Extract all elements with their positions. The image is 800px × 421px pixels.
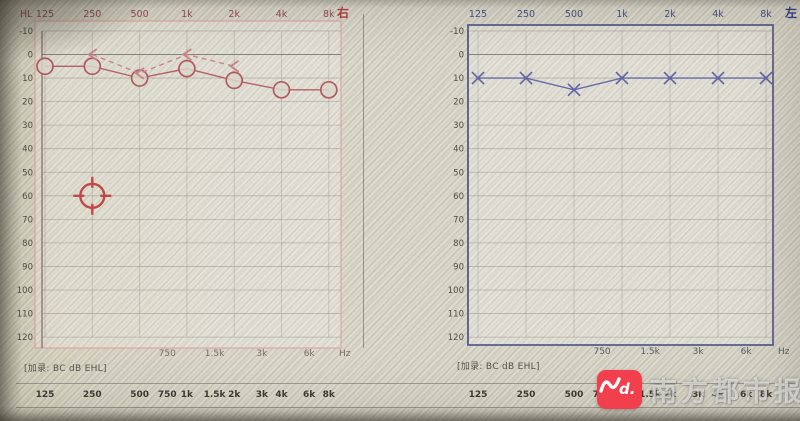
svg-text:60: 60 [453,192,464,202]
svg-text:250: 250 [83,9,101,20]
series-air-conduction-left [471,71,773,97]
svg-text:3k: 3k [256,349,268,359]
svg-text:1.5k: 1.5k [205,349,225,359]
svg-text:250: 250 [517,390,536,400]
bottom-frequency-labels: 750 1.5k 3k 6k [593,347,752,357]
svg-text:2k: 2k [664,390,677,400]
svg-text:80: 80 [453,239,464,249]
svg-text:70: 70 [453,215,464,225]
svg-text:90: 90 [22,262,33,272]
svg-text:125: 125 [36,390,55,400]
x-unit-label: Hz [339,349,351,359]
svg-text:4k: 4k [276,9,288,20]
svg-text:1k: 1k [181,390,194,400]
svg-text:500: 500 [131,9,149,20]
svg-text:3k: 3k [693,347,705,357]
svg-text:110: 110 [448,310,464,320]
chart-left-ear: -10 0 10 20 30 40 50 60 70 80 90 100 110 120 125 250 500… [448,5,797,357]
svg-text:1k: 1k [181,9,193,20]
svg-text:8k: 8k [323,9,335,20]
svg-text:6k: 6k [304,349,316,359]
svg-text:3k: 3k [692,390,705,400]
y-axis-labels: -10 0 10 20 30 40 50 60 70 80 90 100 110 120 [448,27,464,343]
svg-text:100: 100 [17,286,33,296]
svg-text:2k: 2k [664,9,676,20]
svg-text:1k: 1k [616,9,628,20]
svg-text:0: 0 [28,51,33,61]
svg-text:6k: 6k [740,390,753,400]
svg-text:4k: 4k [712,9,724,20]
svg-text:8k: 8k [760,390,773,400]
x-unit-label: Hz [778,347,790,357]
svg-text:500: 500 [130,390,149,400]
svg-text:90: 90 [453,262,464,272]
svg-text:120: 120 [448,333,464,343]
svg-text:70: 70 [22,215,33,225]
svg-text:1.5k: 1.5k [639,390,662,400]
watermark-brand-text: 南方都市报 [650,377,800,408]
svg-text:125: 125 [469,390,488,400]
svg-text:50: 50 [22,168,33,178]
svg-text:125: 125 [469,9,487,20]
svg-text:0: 0 [459,51,464,61]
logo-tail-text: d. [619,380,635,398]
svg-text:2k: 2k [228,390,241,400]
ear-label-left-ear: 左 [784,5,797,20]
caption-left-ear: [加录: BC dB EHL] [457,362,540,372]
svg-text:40: 40 [22,145,33,155]
svg-text:8k: 8k [760,9,772,20]
svg-text:120: 120 [17,333,33,343]
svg-text:10: 10 [22,74,33,84]
ear-label-right-ear: 右 [336,5,349,20]
svg-text:500: 500 [565,9,583,20]
svg-text:20: 20 [453,98,464,108]
chart-right-ear: -10 0 10 20 30 40 50 60 70 80 90 100 110 120 125 250 500… [17,5,351,359]
series-air-conduction-right [36,57,338,99]
nandu-logo-glyph: d. [599,377,635,398]
bottom-frequency-labels: 750 1.5k 3k 6k [159,349,316,359]
svg-text:40: 40 [453,145,464,155]
svg-text:6k: 6k [741,347,753,357]
svg-text:750: 750 [158,390,177,400]
y-axis-labels: -10 0 10 20 30 40 50 60 70 80 90 100 110 120 [17,27,33,343]
hl-corner-label: HL [20,9,33,20]
caption-right-ear: [加录: BC dB EHL] [24,364,107,374]
vertical-gridlines [477,30,767,338]
svg-text:6k: 6k [303,390,316,400]
svg-text:3k: 3k [256,390,269,400]
svg-text:750: 750 [593,347,610,357]
svg-text:250: 250 [83,390,102,400]
top-frequency-labels: 125 250 500 1k 2k 4k 8k [36,9,335,20]
svg-text:-10: -10 [19,27,33,37]
svg-text:2k: 2k [228,9,240,20]
svg-text:-10: -10 [450,27,464,37]
svg-text:750: 750 [159,349,176,359]
svg-text:110: 110 [17,310,33,320]
watermark: d. 南方都市报 [597,370,800,409]
svg-text:1.5k: 1.5k [204,390,227,400]
svg-text:50: 50 [453,168,464,178]
svg-text:1.5k: 1.5k [640,347,660,357]
svg-text:100: 100 [448,286,464,296]
svg-text:4k: 4k [712,390,725,400]
svg-text:80: 80 [22,239,33,249]
svg-text:125: 125 [36,9,54,20]
svg-text:500: 500 [565,390,584,400]
svg-text:10: 10 [453,74,464,84]
svg-text:30: 30 [453,121,464,131]
svg-text:250: 250 [517,9,535,20]
svg-text:60: 60 [22,192,33,202]
top-frequency-labels: 125 250 500 1k 2k 4k 8k [469,9,772,20]
svg-text:20: 20 [22,98,33,108]
nandu-logo-icon: d. [597,370,642,409]
cursor-crosshair [73,176,112,215]
svg-text:8k: 8k [323,390,336,400]
svg-text:4k: 4k [275,390,288,400]
scale-group-right-ear: 125 250 500 750 1k 1.5k 2k 3k 4k 6k 8k [36,390,336,400]
svg-text:30: 30 [22,121,33,131]
